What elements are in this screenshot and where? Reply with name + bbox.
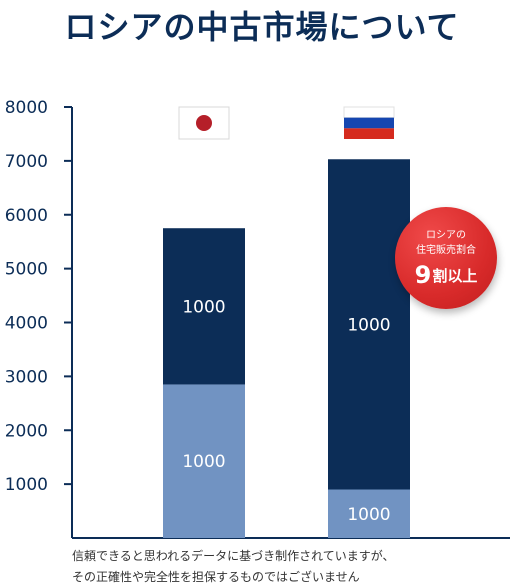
bar-segment: [328, 159, 410, 490]
badge-number: 9: [414, 260, 432, 289]
badge-line1: ロシアの: [426, 229, 466, 241]
japan-flag-icon: [178, 106, 230, 140]
chart-category-flags: [178, 106, 395, 140]
bar-segment-label: 1000: [182, 297, 225, 317]
disclaimer-line1: 信頼できると思われるデータに基づき制作されていますが、: [72, 549, 395, 563]
badge-suffix: 割以上: [432, 266, 478, 285]
disclaimer-line2: その正確性や完全性を担保するものではございません: [72, 570, 360, 584]
bar-segment-label: 1000: [347, 505, 390, 525]
y-tick-label: 5000: [5, 260, 48, 280]
bar-segment-label: 1000: [347, 315, 390, 335]
y-tick-label: 8000: [5, 98, 48, 118]
chart-axes: 1000 2000 3000 4000 5000 6000 7000 8000: [5, 98, 510, 539]
russia-share-badge: ロシアの 住宅販売割合 9割以上: [395, 207, 497, 309]
page-title: ロシアの中古市場について: [64, 8, 460, 46]
y-tick-label: 1000: [5, 475, 48, 495]
bar-segment-label: 1000: [182, 452, 225, 472]
bar-segment: [163, 384, 245, 538]
y-tick-label: 2000: [5, 421, 48, 441]
y-tick-label: 4000: [5, 314, 48, 334]
chart-bars: 1000 1000 1000 1000: [163, 159, 410, 538]
bar-segment: [328, 489, 410, 538]
bar-segment: [163, 228, 245, 385]
badge-line2: 住宅販売割合: [416, 244, 476, 256]
badge-highlight: 9割以上: [415, 261, 478, 289]
y-tick-label: 3000: [5, 367, 48, 387]
y-tick-label: 7000: [5, 152, 48, 172]
disclaimer-note: 信頼できると思われるデータに基づき制作されていますが、 その正確性や完全性を担保…: [72, 546, 395, 588]
russia-flag-icon: [343, 106, 395, 139]
y-tick-label: 6000: [5, 206, 48, 226]
